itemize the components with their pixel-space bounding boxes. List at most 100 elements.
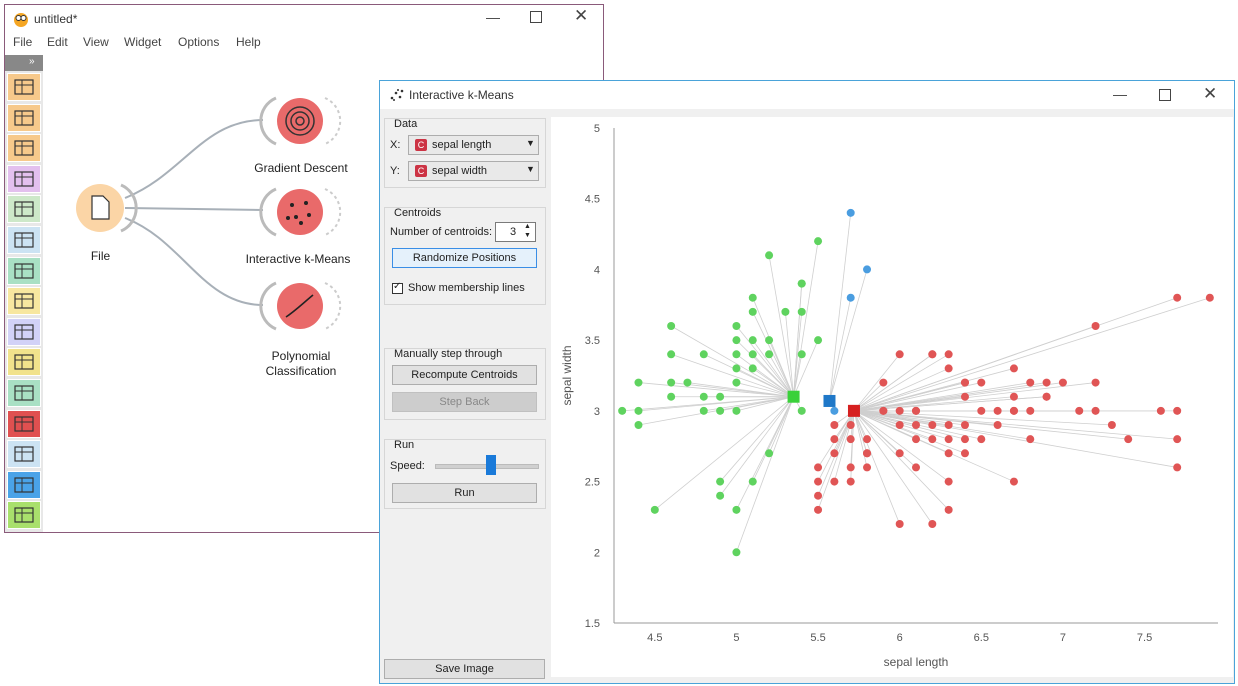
graduation-icon[interactable] [7, 409, 41, 438]
manual-step-box: Manually step through Recompute Centroid… [384, 348, 546, 420]
recompute-centroids-button[interactable]: Recompute Centroids [392, 365, 537, 385]
scatter-plot[interactable]: 1.5 2 2.5 3 3.5 4 4.5 5 4.5 5 5.5 6 6.5 7 7.5 sepal len… [551, 117, 1233, 677]
menu-file[interactable]: File [13, 35, 33, 49]
data-point [863, 449, 872, 458]
membership-line [768, 396, 794, 454]
spin-down-icon[interactable]: ▼ [524, 232, 531, 239]
data-point [748, 293, 757, 302]
y-attribute-value: sepal width [432, 165, 488, 177]
membership-line [719, 396, 794, 482]
membership-line [853, 297, 1178, 412]
kmeans-titlebar: Interactive k-Means — ✕ [380, 81, 1234, 109]
membership-line [853, 410, 1178, 468]
data-point [1173, 463, 1182, 472]
step-back-button[interactable]: Step Back [392, 392, 537, 412]
menu-widget[interactable]: Widget [124, 35, 162, 49]
manual-step-title: Manually step through [394, 348, 503, 360]
table-icon[interactable] [7, 73, 41, 101]
data-point [732, 406, 741, 415]
close-icon[interactable]: ✕ [574, 6, 589, 25]
grid-icon[interactable] [7, 195, 41, 224]
spin-up-icon[interactable]: ▲ [524, 223, 531, 230]
arrows-icon[interactable] [7, 348, 41, 377]
num-centroids-spinbox[interactable]: 3 ▲ ▼ [495, 222, 536, 242]
star-icon[interactable] [7, 317, 41, 346]
y-tick-label: 1.5 [585, 618, 600, 630]
centroid-marker [823, 394, 836, 407]
data-point [895, 520, 904, 528]
data-point [1205, 293, 1214, 302]
membership-line [638, 396, 794, 412]
minimize-icon[interactable]: — [486, 9, 500, 25]
speed-label: Speed: [390, 460, 425, 472]
data-point [879, 378, 888, 387]
data-point [830, 421, 839, 429]
speed-slider-handle[interactable] [486, 455, 497, 475]
randomize-positions-button[interactable]: Randomize Positions [392, 248, 537, 268]
maximize-icon[interactable] [1159, 89, 1171, 101]
data-point [781, 307, 790, 316]
canvas-title: untitled* [34, 12, 78, 26]
scatter-purple-icon[interactable] [7, 164, 41, 193]
data-point [1009, 392, 1018, 401]
data-point [814, 336, 823, 345]
gradient-descent-node[interactable] [259, 96, 342, 146]
data-point [912, 435, 920, 444]
minimize-icon[interactable]: — [1113, 86, 1127, 102]
anchor-icon[interactable] [7, 226, 41, 254]
text-icon[interactable] [7, 440, 41, 469]
data-point [650, 505, 659, 514]
data-point [928, 520, 937, 528]
membership-line [853, 410, 900, 426]
image-icon[interactable] [7, 287, 41, 316]
scatter-icon[interactable] [7, 103, 41, 132]
data-point [683, 378, 692, 387]
data-point [977, 378, 986, 387]
x-attribute-combo[interactable]: C sepal length ▼ [408, 135, 539, 155]
membership-line [853, 410, 966, 440]
data-point [944, 435, 953, 444]
centroid-marker [847, 404, 860, 417]
membership-line [670, 325, 794, 398]
canvas-titlebar: untitled* — ✕ [5, 5, 603, 33]
data-point [895, 421, 904, 429]
run-box-title: Run [394, 439, 415, 451]
kmeans-node[interactable] [259, 187, 342, 237]
membership-line [853, 410, 868, 454]
maximize-icon[interactable] [530, 11, 542, 23]
polynomial-node[interactable] [259, 281, 342, 331]
menu-edit[interactable]: Edit [47, 35, 68, 49]
data-point [863, 265, 872, 274]
menu-view[interactable]: View [83, 35, 109, 49]
data-point [797, 350, 806, 359]
membership-line [853, 368, 949, 412]
menu-options[interactable]: Options [178, 35, 220, 49]
run-button[interactable]: Run [392, 483, 537, 503]
polynomial-label-line1: Polynomial [271, 349, 331, 363]
file-node[interactable] [76, 183, 138, 233]
data-point [765, 350, 774, 359]
tree-icon[interactable] [7, 134, 41, 163]
network-icon[interactable] [7, 379, 41, 407]
data-point [960, 449, 969, 458]
membership-line [853, 382, 1096, 412]
toolbox-expand-bar[interactable]: » [5, 55, 43, 71]
dots-icon[interactable] [7, 501, 41, 530]
save-image-button[interactable]: Save Image [384, 659, 545, 679]
walker-icon[interactable] [7, 256, 41, 285]
data-point [1026, 406, 1035, 415]
data-box-title: Data [394, 118, 418, 130]
data-point [830, 449, 839, 458]
curve-icon[interactable] [7, 470, 41, 499]
membership-lines-checkbox[interactable]: ✓ [392, 281, 403, 294]
data-point [748, 307, 757, 316]
data-point [732, 548, 741, 557]
data-point [1107, 421, 1116, 429]
file-node-label: File [90, 249, 111, 263]
menu-help[interactable]: Help [236, 35, 261, 49]
close-icon[interactable]: ✕ [1203, 84, 1218, 103]
x-tick-label: 5 [733, 632, 739, 644]
data-point [699, 350, 708, 359]
y-attribute-combo[interactable]: C sepal width ▼ [408, 161, 539, 181]
data-point [732, 378, 741, 387]
